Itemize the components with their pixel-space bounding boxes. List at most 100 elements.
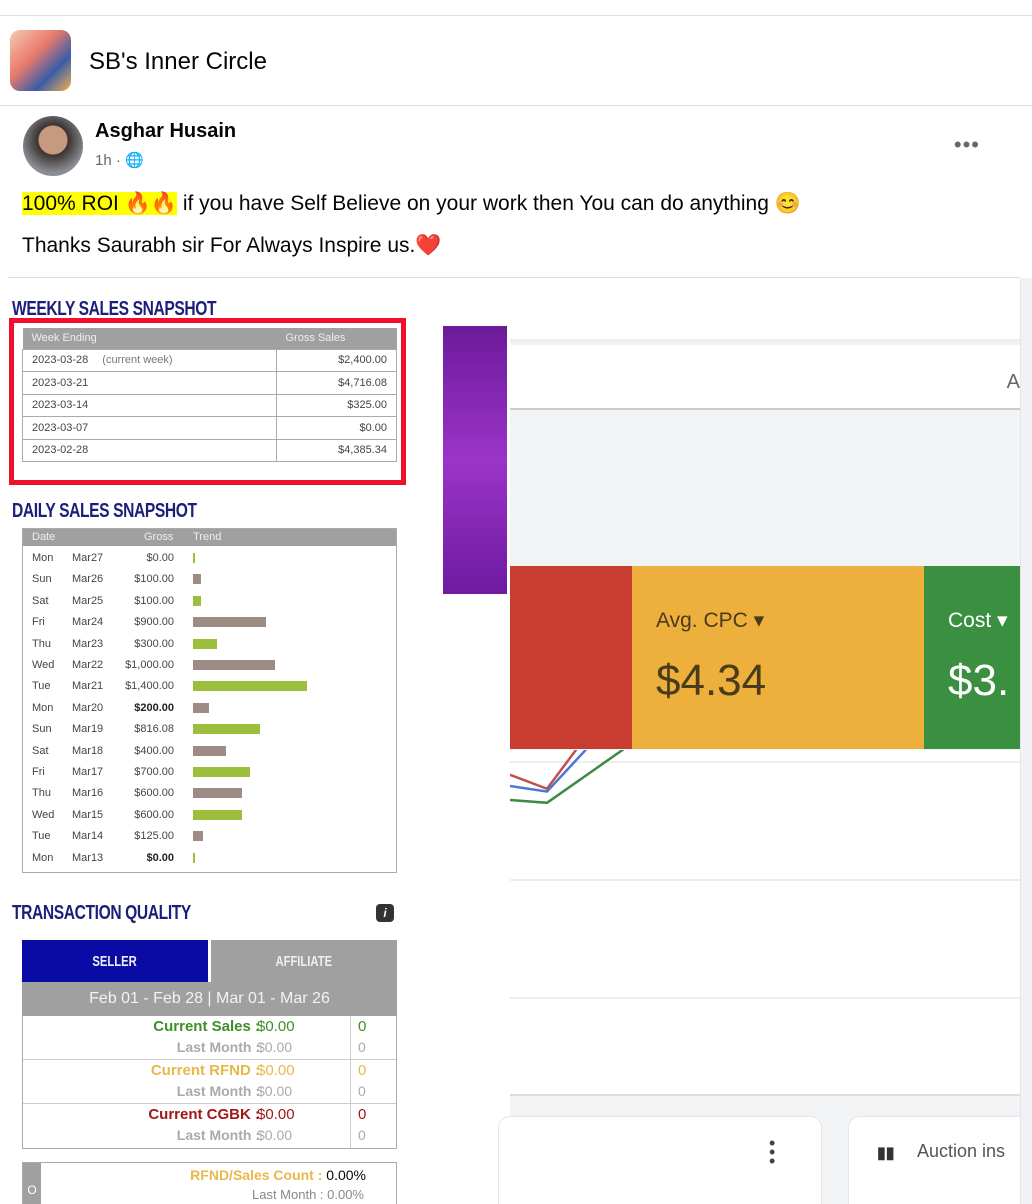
col-gross: Gross xyxy=(144,531,174,543)
group-name[interactable]: SB's Inner Circle xyxy=(89,48,267,75)
week-gross: $325.00 xyxy=(276,393,397,417)
daily-row: Thu Mar16 $600.00 xyxy=(23,783,396,804)
trend-bar xyxy=(193,724,260,735)
ratio-label: RFND/Sales Count : xyxy=(190,1167,323,1183)
daily-header: Date Gross Trend xyxy=(23,529,396,546)
group-header: SB's Inner Circle xyxy=(0,16,1032,106)
ratio-box: O RFND/Sales Count : 0.00% Last Month : … xyxy=(22,1162,397,1204)
line-chart xyxy=(509,585,1020,1096)
daily-row: Sat Mar25 $100.00 xyxy=(23,591,396,612)
post-header: Asghar Husain 1h · 🌐 ••• 100% ROI 🔥🔥 if … xyxy=(8,106,1020,278)
daily-row: Thu Mar23 $300.00 xyxy=(23,634,396,655)
trend-bar xyxy=(193,574,202,585)
trend-bar xyxy=(193,638,218,649)
top-divider xyxy=(0,15,1032,16)
table-row: 2023-02-28 $4,385.34 xyxy=(22,438,397,462)
author-name[interactable]: Asghar Husain xyxy=(95,120,237,142)
col-date: Date xyxy=(32,531,56,543)
post-image[interactable]: WEEKLY SALES SNAPSHOT Week Ending Gross S… xyxy=(0,278,1020,1204)
trend-bar xyxy=(193,767,251,777)
post-text-line-2: Thanks Saurabh sir For Always Inspire us… xyxy=(22,234,442,257)
side-label: O xyxy=(23,1163,41,1204)
table-row: 2023-03-21 $4,716.08 xyxy=(22,371,397,395)
metric-card-1[interactable] xyxy=(510,566,632,749)
week-date: 2023-02-28 xyxy=(22,438,277,462)
transaction-quality: SELLER AFFILIATE Feb 01 - Feb 28 | Mar 01… xyxy=(22,940,397,1149)
tab-seller[interactable]: SELLER xyxy=(22,940,208,982)
week-gross: $0.00 xyxy=(276,416,397,440)
info-icon[interactable]: i xyxy=(376,904,394,922)
daily-row: Mon Mar27 $0.00 xyxy=(23,548,396,569)
series-line-0 xyxy=(509,591,1020,791)
table-row: 2023-03-07 $0.00 xyxy=(22,416,397,440)
daily-row: Tue Mar21 $1,400.00 xyxy=(23,676,396,697)
daily-row: Mon Mar13 $0.00 xyxy=(23,848,396,869)
post-text-line-1: 100% ROI 🔥🔥 if you have Self Believe on … xyxy=(22,192,801,216)
ratio-value: 0.00% xyxy=(326,1167,366,1183)
trend-bar xyxy=(193,617,267,628)
tq-title: TRANSACTION QUALITY xyxy=(12,902,191,924)
daily-row: Tue Mar14 $125.00 xyxy=(23,826,396,847)
auction-label: Auction ins xyxy=(917,1141,1006,1161)
post-time[interactable]: 1h xyxy=(95,152,112,169)
globe-icon: 🌐 xyxy=(125,152,144,169)
daily-row: Sat Mar18 $400.00 xyxy=(23,741,396,762)
tab-affiliate[interactable]: AFFILIATE xyxy=(211,940,397,982)
post-text: if you have Self Believe on your work th… xyxy=(177,192,801,215)
ads-dashboard: A Avg. CPC ▾ $4.34 Cost ▾ $3. • • • ▮▮ Auctio… xyxy=(498,278,1020,1204)
auction-insights-card[interactable]: ▮▮ Auction ins xyxy=(848,1116,1020,1204)
daily-row: Sun Mar26 $100.00 xyxy=(23,569,396,590)
weekly-table: Week Ending Gross Sales 2023-03-28 (curren… xyxy=(22,328,397,462)
daily-row: Mon Mar20 $200.00 xyxy=(23,698,396,719)
daily-row: Wed Mar22 $1,000.00 xyxy=(23,655,396,676)
tq-group: Current RFND : $0.00 0 Last Month : $0.00 0 xyxy=(23,1060,396,1104)
trend-bar xyxy=(193,745,226,756)
week-date: 2023-03-21 xyxy=(22,371,277,395)
trend-bar xyxy=(193,852,195,863)
bar-chart-icon: ▮▮ xyxy=(877,1145,895,1162)
daily-row: Sun Mar19 $816.08 xyxy=(23,719,396,740)
highlight-box xyxy=(9,318,406,485)
daily-row: Wed Mar15 $600.00 xyxy=(23,805,396,826)
ratio-last: Last Month : 0.00% xyxy=(251,1187,364,1202)
ads-toolbar: A xyxy=(510,345,1020,410)
bottom-card: • • • xyxy=(498,1116,822,1204)
week-date: 2023-03-28 (current week) xyxy=(22,348,277,372)
highlighted-text: 100% ROI 🔥🔥 xyxy=(22,192,178,215)
date-range: Feb 01 - Feb 28 | Mar 01 - Mar 26 xyxy=(22,982,397,1016)
series-line-1 xyxy=(509,588,1020,793)
trend-bar xyxy=(193,595,202,606)
tq-group: Current Sales : $0.00 0 Last Month : $0.00 0 xyxy=(23,1016,396,1060)
more-dots-icon[interactable]: ••• xyxy=(953,132,980,157)
trend-bar xyxy=(193,809,242,820)
ads-top-bar xyxy=(510,278,1020,342)
week-gross: $2,400.00 xyxy=(276,348,397,372)
trend-bar xyxy=(193,681,308,692)
trend-bar xyxy=(193,788,242,799)
daily-row: Fri Mar24 $900.00 xyxy=(23,612,396,633)
table-row: 2023-03-28 (current week) $2,400.00 xyxy=(22,348,397,372)
group-icon[interactable] xyxy=(10,30,71,91)
post-meta: 1h · 🌐 xyxy=(95,152,144,169)
daily-title: DAILY SALES SNAPSHOT xyxy=(12,500,197,522)
metric-card-cost[interactable]: Cost ▾ $3. xyxy=(924,566,1020,749)
col-trend: Trend xyxy=(193,531,222,543)
table-row: 2023-03-14 $325.00 xyxy=(22,393,397,417)
tq-group: Current CGBK : $0.00 0 Last Month : $0.00 0 xyxy=(23,1104,396,1148)
scrollbar[interactable] xyxy=(1020,278,1032,1204)
metric-card-avg-cpc[interactable]: Avg. CPC ▾ $4.34 xyxy=(632,566,924,749)
kebab-menu-icon[interactable]: • • • xyxy=(769,1133,776,1171)
daily-table: Date Gross Trend Mon Mar27 $0.00 Sun Mar26 $100… xyxy=(22,528,397,873)
trend-bar xyxy=(193,660,275,670)
week-gross: $4,385.34 xyxy=(276,438,397,462)
trend-bar xyxy=(193,553,195,563)
weekly-title: WEEKLY SALES SNAPSHOT xyxy=(12,298,217,320)
series-line-3 xyxy=(509,585,1020,805)
week-date: 2023-03-07 xyxy=(22,416,277,440)
avatar[interactable] xyxy=(23,116,83,176)
col-gross: Gross Sales xyxy=(276,328,397,349)
daily-row: Fri Mar17 $700.00 xyxy=(23,762,396,783)
trend-bar xyxy=(193,831,204,842)
week-gross: $4,716.08 xyxy=(276,371,397,395)
trend-bar xyxy=(193,702,210,713)
